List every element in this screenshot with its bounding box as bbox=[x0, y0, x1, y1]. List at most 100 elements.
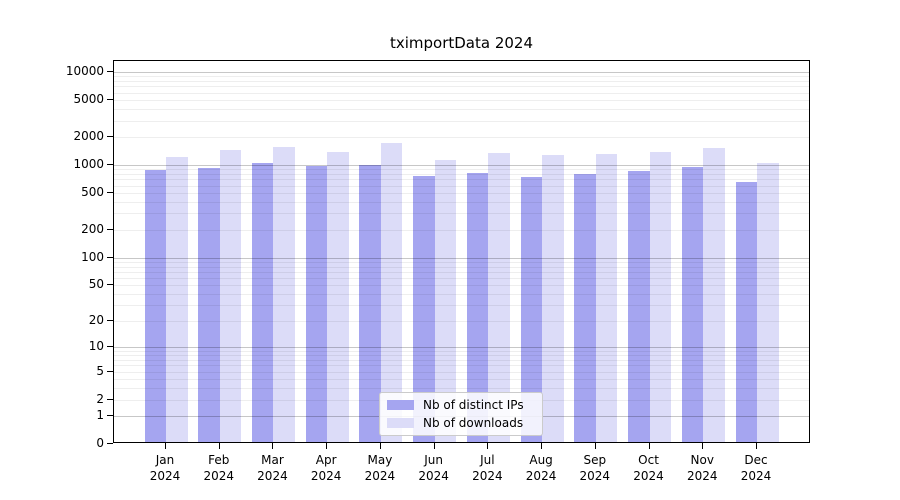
x-tick-mark bbox=[272, 443, 274, 449]
gridline-major bbox=[114, 164, 809, 166]
bar-distinct-ips-jan bbox=[144, 169, 166, 442]
y-tick-mark bbox=[107, 228, 113, 230]
y-tick-mark bbox=[107, 191, 113, 193]
x-tick-mark bbox=[541, 443, 543, 449]
legend-label-distinct-ips: Nb of distinct IPs bbox=[423, 398, 524, 413]
x-tick-label: Jul 2024 bbox=[472, 453, 503, 483]
bar-distinct-ips-dec bbox=[735, 181, 757, 442]
gridline-minor bbox=[114, 294, 809, 295]
y-tick-label: 1000 bbox=[73, 156, 104, 171]
y-tick-label: 0 bbox=[96, 436, 104, 450]
x-tick-mark bbox=[756, 443, 757, 449]
bars-layer bbox=[114, 61, 809, 442]
x-tick-mark bbox=[218, 443, 220, 449]
x-tick-mark bbox=[326, 443, 328, 449]
gridline-minor bbox=[114, 355, 809, 357]
gridline-major bbox=[114, 257, 809, 259]
x-tick-mark bbox=[379, 443, 381, 449]
y-tick-mark bbox=[107, 256, 113, 258]
bar-downloads-jan bbox=[166, 157, 188, 442]
gridline-minor bbox=[114, 120, 809, 122]
gridline-minor bbox=[114, 388, 809, 389]
bar-distinct-ips-may bbox=[359, 165, 381, 442]
gridline-minor bbox=[114, 261, 809, 263]
gridline-minor bbox=[114, 378, 809, 380]
bar-downloads-aug bbox=[542, 154, 564, 442]
bar-downloads-jul bbox=[488, 153, 510, 442]
x-tick-mark bbox=[648, 443, 650, 449]
y-tick-mark bbox=[107, 98, 113, 100]
gridline-minor bbox=[114, 99, 809, 101]
x-tick-label: Nov 2024 bbox=[686, 453, 718, 483]
bar-downloads-may bbox=[380, 143, 403, 442]
x-tick-label: Apr 2024 bbox=[310, 453, 342, 483]
y-tick-label: 200 bbox=[81, 221, 104, 236]
y-tick-label: 1 bbox=[96, 408, 104, 422]
gridline-minor bbox=[114, 271, 809, 273]
gridline-minor bbox=[114, 76, 809, 78]
bar-distinct-ips-oct bbox=[628, 171, 650, 442]
y-tick-mark bbox=[107, 163, 113, 165]
x-tick-mark bbox=[165, 443, 166, 449]
x-tick-label: Mar 2024 bbox=[257, 453, 288, 483]
y-tick-label: 10 bbox=[88, 339, 104, 354]
gridline-minor bbox=[114, 266, 809, 268]
bar-distinct-ips-nov bbox=[681, 167, 704, 442]
bar-distinct-ips-sep bbox=[574, 174, 596, 442]
gridline-minor bbox=[114, 351, 809, 352]
y-tick-mark bbox=[107, 370, 113, 372]
y-tick-label: 20 bbox=[88, 313, 104, 328]
y-tick-label: 500 bbox=[81, 184, 104, 199]
bar-distinct-ips-apr bbox=[305, 166, 328, 442]
y-tick-mark bbox=[107, 346, 113, 348]
bar-downloads-apr bbox=[327, 151, 349, 442]
gridline-minor bbox=[114, 86, 809, 88]
y-tick-label: 100 bbox=[81, 249, 104, 264]
bar-downloads-jun bbox=[434, 159, 457, 442]
gridline-minor bbox=[114, 179, 809, 181]
x-tick-label: Jan 2024 bbox=[149, 453, 181, 483]
gridline-major bbox=[114, 347, 809, 349]
bar-downloads-mar bbox=[273, 147, 295, 442]
gridline-minor bbox=[114, 321, 809, 323]
x-tick-mark bbox=[594, 443, 596, 449]
y-tick-label: 5000 bbox=[73, 91, 104, 106]
bar-downloads-sep bbox=[595, 154, 618, 442]
legend-item-distinct-ips: Nb of distinct IPs bbox=[387, 398, 535, 412]
y-tick-mark bbox=[107, 320, 113, 322]
bar-downloads-feb bbox=[219, 149, 242, 442]
legend-item-downloads: Nb of downloads bbox=[387, 416, 535, 430]
gridline-minor bbox=[114, 277, 809, 279]
y-tick-mark bbox=[107, 284, 113, 286]
bar-distinct-ips-jul bbox=[466, 173, 489, 442]
grid-layer bbox=[114, 61, 809, 442]
gridline-major bbox=[114, 71, 809, 73]
gridline-minor bbox=[114, 81, 809, 82]
legend: Nb of distinct IPs Nb of downloads bbox=[379, 392, 543, 436]
bar-downloads-dec bbox=[757, 162, 779, 442]
gridline-minor bbox=[114, 108, 809, 110]
bar-distinct-ips-aug bbox=[520, 176, 543, 442]
y-tick-label: 2 bbox=[96, 391, 104, 406]
x-tick-label: May 2024 bbox=[364, 453, 396, 483]
y-tick-mark bbox=[107, 443, 113, 444]
y-tick-label: 10000 bbox=[65, 63, 104, 78]
gridline-minor bbox=[114, 185, 809, 187]
bar-distinct-ips-jun bbox=[413, 175, 435, 442]
legend-label-downloads: Nb of downloads bbox=[423, 415, 524, 430]
gridline-minor bbox=[114, 192, 809, 194]
y-tick-mark bbox=[107, 135, 113, 137]
gridline-minor bbox=[114, 201, 809, 203]
x-tick-label: Dec 2024 bbox=[740, 453, 772, 483]
gridline-minor bbox=[114, 229, 809, 231]
gridline-minor bbox=[114, 136, 809, 138]
gridline-minor bbox=[114, 365, 809, 367]
x-tick-label: Oct 2024 bbox=[633, 453, 664, 483]
plot-area bbox=[113, 60, 810, 443]
x-tick-label: Aug 2024 bbox=[525, 453, 557, 483]
gridline-minor bbox=[114, 285, 809, 287]
y-tick-mark bbox=[107, 415, 113, 416]
gridline-minor bbox=[114, 305, 809, 307]
y-tick-mark bbox=[107, 398, 113, 400]
